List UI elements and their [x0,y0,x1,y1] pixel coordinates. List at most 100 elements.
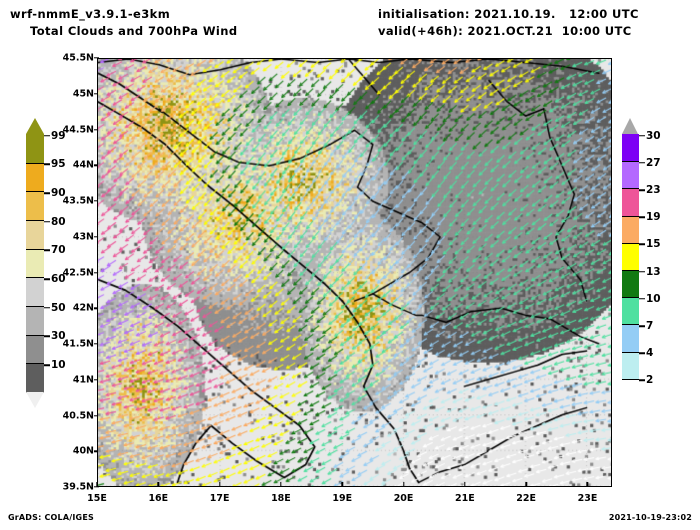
colorbar-band [26,363,44,394]
colorbar-label: 70 [51,244,66,257]
lat-tick-mark [94,343,99,345]
lon-tick-mark [218,482,221,487]
colorbar-label: 7 [646,320,654,333]
colorbar-label: 27 [646,156,661,169]
colorbar-tick [44,220,50,223]
colorbar-band [622,188,639,218]
lon-tick-label: 15E [87,493,107,504]
map-plot-area[interactable] [97,58,612,487]
colorbar-tick [44,134,50,137]
lat-tick-label: 44N [72,159,94,171]
colorbar-label: 15 [646,238,661,251]
lat-tick-label: 40.5N [62,410,94,421]
colorbar-tick [44,278,50,280]
colorbar-tick [44,364,50,366]
valid-time: valid(+46h): 2021.OCT.21 10:00 UTC [378,24,632,38]
lat-tick-label: 44.5N [62,124,94,135]
colorbar-bottom-arrow [622,406,638,422]
lat-tick-mark [94,486,99,488]
colorbar-band [26,306,44,337]
colorbar-band [26,220,44,251]
weather-map-canvas [98,59,611,486]
lon-tick-label: 17E [209,493,230,504]
colorbar-band [622,134,639,162]
colorbar-band [622,351,639,381]
lat-tick-label: 40N [72,445,94,457]
colorbar-tick [44,192,50,194]
colorbar-label: 60 [51,273,66,286]
lat-tick-label: 45N [72,88,94,100]
colorbar-band [26,191,44,222]
colorbar-tick [44,249,50,252]
colorbar-label: 80 [51,215,66,228]
lat-tick-mark [94,93,99,95]
lat-tick-label: 45.5N [62,52,94,64]
colorbar-band [26,162,44,193]
colorbar-tick [639,298,645,300]
colorbar-label: 30 [51,330,66,343]
colorbar-band [622,161,639,190]
colorbar-label: 4 [646,347,654,360]
lon-tick-mark [586,482,589,487]
colorbar-tick [639,243,645,246]
lat-tick-label: 41N [72,374,94,386]
colorbar-tick [639,352,645,354]
colorbar-tick [44,306,50,309]
lon-tick-mark [157,482,159,487]
lat-tick-mark [94,271,99,274]
lon-tick-mark [280,482,282,487]
lon-tick-label: 23E [577,493,598,504]
lon-tick-mark [525,482,527,487]
lon-tick-mark [464,482,466,487]
colorbar-label: 99 [51,129,66,142]
lat-tick-mark [94,307,99,309]
lat-tick-label: 42N [72,302,94,314]
colorbar-band [26,134,44,164]
lon-tick-label: 16E [148,493,169,504]
lat-tick-label: 43N [72,231,94,243]
lon-tick-label: 22E [516,493,537,504]
lon-tick-label: 20E [393,493,414,504]
lat-tick-mark [94,450,99,452]
colorbar-band [622,270,639,299]
cloud-cover-colorbar: 99 95 90 80 70 60 50 30 10 [26,118,66,408]
lat-tick-mark [94,200,99,202]
lat-tick-mark [94,379,99,381]
lat-tick-label: 42.5N [62,267,94,278]
colorbar-band [622,242,639,272]
colorbar-label: 95 [51,158,66,171]
lat-tick-label: 43.5N [62,195,94,207]
colorbar-tick [44,335,50,338]
colorbar-label: 23 [646,184,661,197]
colorbar-label: 10 [51,359,66,372]
colorbar-label: 2 [646,374,654,387]
colorbar-label: 90 [51,187,66,200]
initialisation-time: initialisation: 2021.10.19. 12:00 UTC [378,7,639,21]
lat-tick-label: 41.5N [62,338,94,350]
wind-speed-colorbar: 30 27 23 19 15 13 10 7 4 2 [622,118,661,422]
colorbar-tick [44,163,50,166]
colorbar-label: 19 [646,211,661,224]
colorbar-band [622,324,639,354]
render-timestamp: 2021-10-19-23:02 [608,513,692,522]
colorbar-band [622,297,639,326]
lon-tick-mark [341,482,343,487]
colorbar-band [26,277,44,308]
lat-tick-mark [94,164,99,166]
lat-tick-label: 39.5N [62,481,94,493]
grads-credit: GrADS: COLA/IGES [8,513,94,522]
colorbar-bottom-arrow [26,392,44,408]
colorbar-top-arrow [26,118,44,134]
colorbar-top-arrow [622,118,638,134]
colorbar-label: 30 [646,129,661,142]
lat-tick-mark [94,57,99,59]
lon-tick-label: 21E [454,493,475,504]
model-title: wrf-nmmE_v3.9.1-e3km [10,7,171,21]
colorbar-band [622,378,639,408]
colorbar-band [26,248,44,279]
colorbar-label: 13 [646,265,661,278]
colorbar-label: 50 [51,301,66,314]
colorbar-band [622,215,639,245]
colorbar-tick [639,325,645,327]
lat-tick-mark [94,414,99,417]
